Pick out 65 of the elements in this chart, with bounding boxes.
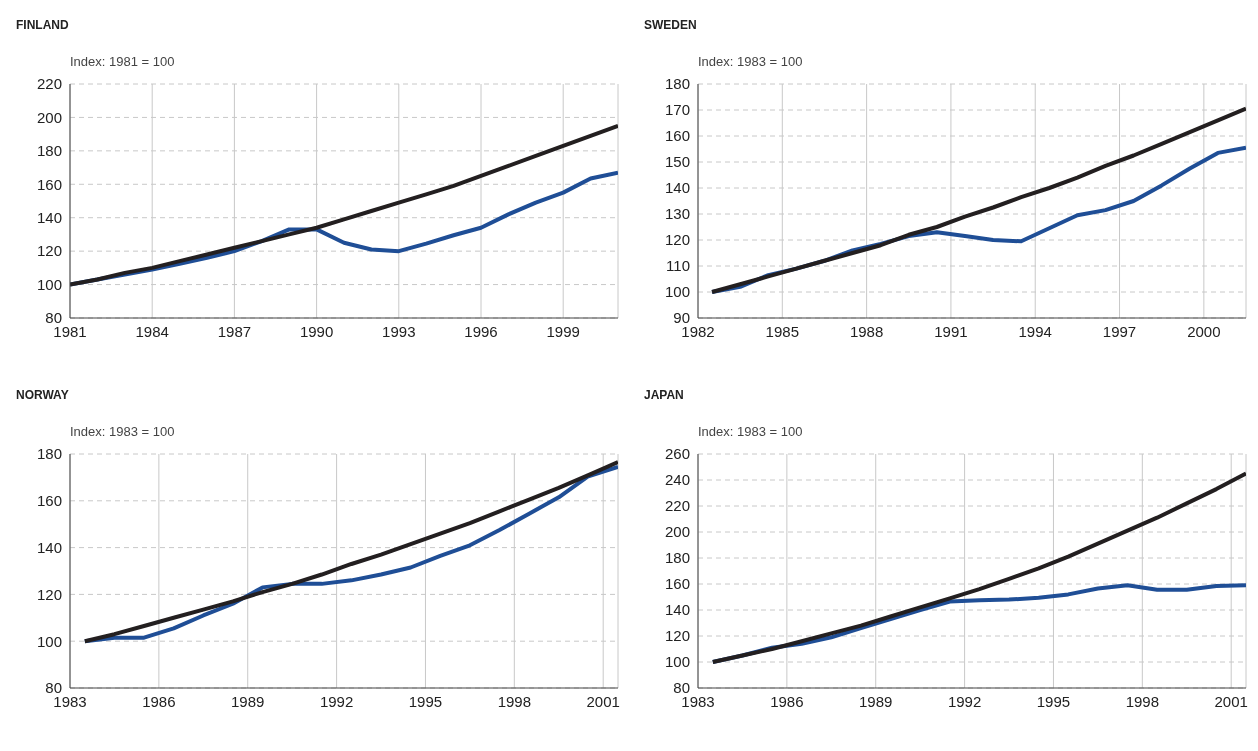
x-tick-label: 1992 [947, 692, 982, 710]
y-tick-label: 240 [664, 471, 690, 489]
y-tick-label: 120 [664, 627, 690, 645]
x-tick-label: 2001 [586, 692, 620, 710]
x-tick-label: 1995 [1036, 692, 1071, 710]
y-tick-label: 180 [36, 142, 62, 160]
x-tick-label: 1989 [231, 692, 265, 710]
x-tick-label: 1998 [497, 692, 532, 710]
line-series [710, 471, 1246, 664]
y-tick-label: 200 [36, 108, 62, 126]
y-axis-title: Index: 1983 = 100 [70, 424, 175, 439]
y-tick-label: 140 [36, 209, 62, 227]
y-tick-label: 140 [36, 538, 62, 556]
y-tick-label: 180 [36, 445, 62, 463]
y-tick-label: 170 [664, 101, 690, 119]
chart-title: JAPAN [644, 388, 684, 402]
y-tick-label: 220 [36, 75, 62, 93]
y-tick-label: 120 [664, 231, 690, 249]
y-tick-label: 160 [664, 575, 690, 593]
y-tick-label: 260 [664, 445, 690, 463]
x-tick-label: 1996 [464, 322, 498, 340]
chart-title: SWEDEN [644, 18, 697, 32]
x-tick-label: 1991 [934, 322, 968, 340]
x-tick-label: 1998 [1125, 692, 1160, 710]
x-tick-label: 1986 [770, 692, 804, 710]
y-tick-label: 150 [664, 153, 690, 171]
y-tick-label: 180 [664, 549, 690, 567]
y-axis-title: Index: 1983 = 100 [698, 54, 803, 69]
y-axis-title: Index: 1981 = 100 [70, 54, 175, 69]
x-tick-label: 1985 [765, 322, 799, 340]
y-tick-label: 160 [36, 175, 62, 193]
x-tick-label: 1986 [142, 692, 176, 710]
y-tick-label: 160 [664, 127, 690, 145]
y-tick-label: 130 [664, 205, 690, 223]
x-tick-label: 1999 [546, 322, 580, 340]
x-tick-label: 1997 [1102, 322, 1137, 340]
x-tick-label: 1992 [319, 692, 354, 710]
x-tick-label: 1984 [135, 322, 169, 340]
chart-title: FINLAND [16, 18, 69, 32]
y-tick-label: 120 [36, 242, 62, 260]
y-tick-label: 100 [36, 632, 62, 650]
y-tick-label: 140 [664, 601, 690, 619]
x-tick-label: 1995 [408, 692, 443, 710]
x-tick-label: 2001 [1214, 692, 1248, 710]
y-tick-label: 140 [664, 179, 690, 197]
line-series [710, 106, 1246, 294]
x-tick-label: 1987 [217, 322, 252, 340]
x-tick-label: 1988 [849, 322, 884, 340]
y-tick-label: 110 [666, 257, 690, 275]
chart-title: NORWAY [16, 388, 69, 402]
y-tick-label: 160 [36, 492, 62, 510]
y-axis-title: Index: 1983 = 100 [698, 424, 803, 439]
y-tick-label: 180 [664, 75, 690, 93]
y-tick-label: 200 [664, 523, 690, 541]
y-tick-label: 220 [664, 497, 690, 515]
x-tick-label: 1994 [1018, 322, 1052, 340]
x-tick-label: 1989 [859, 692, 893, 710]
x-tick-label: 1993 [382, 322, 416, 340]
y-tick-label: 120 [36, 585, 62, 603]
y-tick-label: 100 [36, 275, 62, 293]
y-tick-label: 100 [664, 283, 690, 301]
line-series [70, 123, 618, 287]
y-tick-label: 100 [664, 653, 690, 671]
x-tick-label: 2000 [1187, 322, 1221, 340]
x-tick-label: 1990 [299, 322, 334, 340]
